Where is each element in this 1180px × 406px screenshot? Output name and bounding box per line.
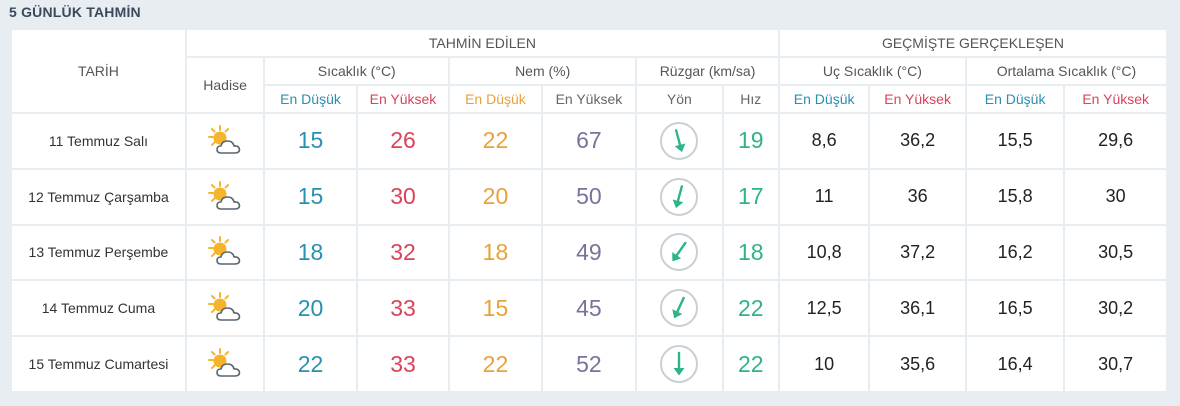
row-avg-min: 15,5 [966, 114, 1064, 168]
row-wind-speed: 22 [723, 281, 778, 336]
header-date: TARİH [12, 30, 185, 112]
row-temp-max: 33 [357, 281, 449, 336]
table-row: 12 Temmuz Çarşamba 15 30 20 50 17 11 36 … [12, 169, 1166, 224]
header-event: Hadise [186, 58, 264, 112]
header-wind: Rüzgar (km/sa) [637, 58, 778, 84]
partly-cloudy-icon [205, 291, 245, 325]
row-temp-min: 20 [265, 281, 356, 336]
subheader-wind-direction: Yön [637, 86, 722, 112]
row-humidity-max: 49 [542, 225, 636, 280]
row-humidity-max: 52 [542, 337, 636, 391]
row-humidity-min: 18 [450, 225, 541, 280]
row-date: 12 Temmuz Çarşamba [12, 169, 185, 224]
row-extreme-min: 11 [779, 169, 869, 224]
subheader-wind-speed: Hız [723, 86, 778, 112]
row-extreme-min: 10 [779, 337, 869, 391]
wind-direction-arrow-icon [660, 345, 699, 384]
table-row: 15 Temmuz Cumartesi 22 33 22 52 22 10 35… [12, 337, 1166, 391]
row-extreme-max: 36,1 [870, 281, 965, 336]
row-wind-speed: 22 [723, 337, 778, 391]
row-event [186, 225, 264, 280]
subheader-temp-min: En Düşük [265, 86, 356, 112]
header-humidity: Nem (%) [450, 58, 636, 84]
row-wind-direction [637, 169, 722, 224]
row-wind-direction [637, 225, 722, 280]
row-avg-min: 16,2 [966, 225, 1064, 280]
row-humidity-min: 22 [450, 337, 541, 391]
header-past-group: GEÇMİŞTE GERÇEKLEŞEN [779, 30, 1166, 56]
page-title: 5 GÜNLÜK TAHMİN [9, 4, 141, 20]
wind-direction-arrow-icon [660, 121, 699, 160]
row-avg-max: 30,5 [1065, 225, 1166, 280]
row-date: 14 Temmuz Cuma [12, 281, 185, 336]
row-temp-max: 32 [357, 225, 449, 280]
table-row: 11 Temmuz Salı 15 26 22 67 19 8,6 36,2 1… [12, 114, 1166, 168]
row-avg-max: 30,2 [1065, 281, 1166, 336]
row-temp-max: 26 [357, 114, 449, 168]
subheader-avg-max: En Yüksek [1065, 86, 1166, 112]
row-avg-max: 29,6 [1065, 114, 1166, 168]
row-extreme-min: 8,6 [779, 114, 869, 168]
row-extreme-max: 35,6 [870, 337, 965, 391]
header-forecast-group: TAHMİN EDİLEN [186, 30, 778, 56]
row-wind-speed: 19 [723, 114, 778, 168]
subheader-extreme-max: En Yüksek [870, 86, 965, 112]
row-humidity-min: 15 [450, 281, 541, 336]
subheader-humidity-max: En Yüksek [542, 86, 636, 112]
subheader-avg-min: En Düşük [966, 86, 1064, 112]
row-extreme-min: 10,8 [779, 225, 869, 280]
row-temp-min: 22 [265, 337, 356, 391]
row-wind-speed: 18 [723, 225, 778, 280]
row-extreme-max: 36 [870, 169, 965, 224]
row-humidity-max: 50 [542, 169, 636, 224]
row-event [186, 337, 264, 391]
row-temp-min: 15 [265, 169, 356, 224]
row-avg-min: 15,8 [966, 169, 1064, 224]
header-extreme-temp: Uç Sıcaklık (°C) [779, 58, 965, 84]
row-temp-max: 33 [357, 337, 449, 391]
row-temp-max: 30 [357, 169, 449, 224]
row-date: 13 Temmuz Perşembe [12, 225, 185, 280]
row-humidity-max: 67 [542, 114, 636, 168]
row-temp-min: 15 [265, 114, 356, 168]
row-humidity-max: 45 [542, 281, 636, 336]
row-avg-max: 30,7 [1065, 337, 1166, 391]
row-wind-direction [637, 281, 722, 336]
header-temperature: Sıcaklık (°C) [265, 58, 449, 84]
partly-cloudy-icon [205, 180, 245, 214]
row-avg-min: 16,4 [966, 337, 1064, 391]
row-extreme-max: 36,2 [870, 114, 965, 168]
row-temp-min: 18 [265, 225, 356, 280]
subheader-extreme-min: En Düşük [779, 86, 869, 112]
row-event [186, 281, 264, 336]
wind-direction-arrow-icon [660, 289, 699, 328]
subheader-humidity-min: En Düşük [450, 86, 541, 112]
row-humidity-min: 22 [450, 114, 541, 168]
row-extreme-min: 12,5 [779, 281, 869, 336]
subheader-temp-max: En Yüksek [357, 86, 449, 112]
row-date: 15 Temmuz Cumartesi [12, 337, 185, 391]
header-avg-temp: Ortalama Sıcaklık (°C) [966, 58, 1166, 84]
row-avg-max: 30 [1065, 169, 1166, 224]
row-humidity-min: 20 [450, 169, 541, 224]
table-row: 14 Temmuz Cuma 20 33 15 45 22 12,5 36,1 … [12, 281, 1166, 336]
row-wind-direction [637, 114, 722, 168]
row-event [186, 169, 264, 224]
wind-direction-arrow-icon [660, 233, 699, 272]
row-wind-direction [637, 337, 722, 391]
wind-direction-arrow-icon [660, 177, 699, 216]
row-date: 11 Temmuz Salı [12, 114, 185, 168]
partly-cloudy-icon [205, 235, 245, 269]
forecast-table: TARİH TAHMİN EDİLEN GEÇMİŞTE GERÇEKLEŞEN… [10, 28, 1168, 393]
row-event [186, 114, 264, 168]
row-avg-min: 16,5 [966, 281, 1064, 336]
table-row: 13 Temmuz Perşembe 18 32 18 49 18 10,8 3… [12, 225, 1166, 280]
partly-cloudy-icon [205, 124, 245, 158]
row-wind-speed: 17 [723, 169, 778, 224]
partly-cloudy-icon [205, 347, 245, 381]
row-extreme-max: 37,2 [870, 225, 965, 280]
